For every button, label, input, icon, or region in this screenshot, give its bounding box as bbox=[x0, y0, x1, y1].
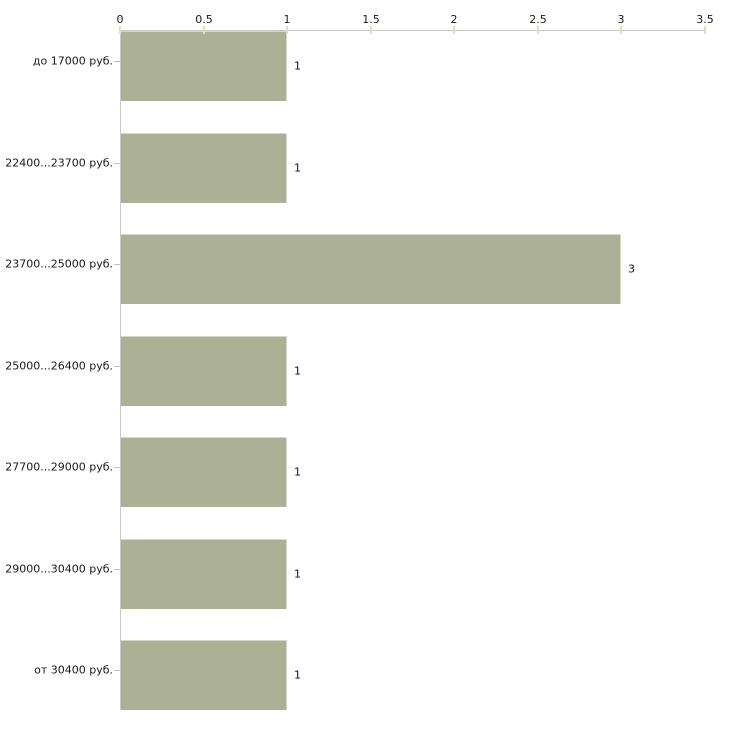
bar bbox=[121, 133, 287, 203]
x-axis-tick-mark bbox=[620, 26, 622, 34]
category-label: до 17000 руб. bbox=[32, 54, 113, 68]
y-axis-tick-mark bbox=[114, 366, 120, 367]
x-axis-tick-label: 0 bbox=[116, 13, 124, 26]
bar bbox=[121, 234, 621, 304]
bar bbox=[121, 640, 287, 710]
value-label: 1 bbox=[294, 161, 301, 175]
category-label: 29000...30400 руб. bbox=[5, 562, 113, 576]
bar bbox=[121, 437, 287, 507]
x-axis-tick-mark bbox=[370, 26, 372, 34]
category-label: 27700...29000 руб. bbox=[5, 460, 113, 474]
category-label: от 30400 руб. bbox=[34, 663, 113, 677]
x-axis-tick-mark bbox=[203, 26, 205, 34]
bar bbox=[121, 539, 287, 609]
x-axis-tick-mark bbox=[537, 26, 539, 34]
x-axis-tick-label: 1 bbox=[283, 13, 291, 26]
y-axis-line bbox=[120, 30, 121, 710]
x-axis-tick-mark bbox=[119, 26, 121, 34]
category-label: 25000...26400 руб. bbox=[5, 359, 113, 373]
x-axis-tick-label: 2.5 bbox=[529, 13, 547, 26]
x-axis-line bbox=[120, 30, 706, 31]
x-axis-tick-label: 1.5 bbox=[362, 13, 380, 26]
y-axis-tick-mark bbox=[114, 264, 120, 265]
value-label: 1 bbox=[294, 465, 301, 479]
x-axis-tick-label: 0.5 bbox=[195, 13, 213, 26]
y-axis-tick-mark bbox=[114, 467, 120, 468]
value-label: 3 bbox=[628, 262, 635, 276]
x-axis-tick-label: 3 bbox=[617, 13, 625, 26]
value-label: 1 bbox=[294, 364, 301, 378]
y-axis-tick-mark bbox=[114, 569, 120, 570]
x-axis-tick-mark bbox=[453, 26, 455, 34]
y-axis-tick-mark bbox=[114, 670, 120, 671]
y-axis-tick-mark bbox=[114, 163, 120, 164]
x-axis-tick-label: 2 bbox=[450, 13, 458, 26]
value-label: 1 bbox=[294, 59, 301, 73]
x-axis-tick-label: 3.5 bbox=[696, 13, 714, 26]
value-label: 1 bbox=[294, 567, 301, 581]
x-axis-tick-mark bbox=[704, 26, 706, 34]
bar bbox=[121, 336, 287, 406]
y-axis-tick-mark bbox=[114, 61, 120, 62]
x-axis-tick-mark bbox=[286, 26, 288, 34]
bar bbox=[121, 31, 287, 101]
category-label: 23700...25000 руб. bbox=[5, 257, 113, 271]
category-label: 22400...23700 руб. bbox=[5, 156, 113, 170]
value-label: 1 bbox=[294, 668, 301, 682]
